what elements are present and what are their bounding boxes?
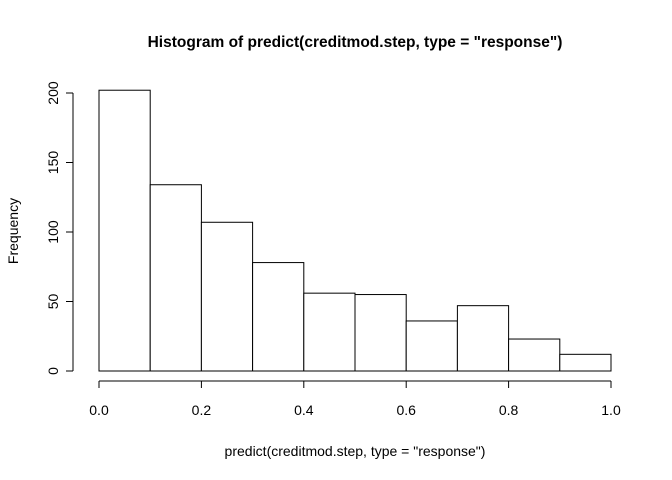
histogram-bar-6 [405,320,458,372]
x-axis: 0.0 0.2 0.4 0.6 0.8 1.0 [89,380,621,418]
histogram-bar-1 [149,184,202,372]
bars-group [98,89,612,372]
histogram-bar-4 [303,292,356,372]
x-axis-label: predict(creditmod.step, type = "response… [225,443,486,459]
histogram-bar-3 [252,262,305,372]
x-tick-label: 1.0 [601,402,621,418]
x-tick-label: 0.4 [294,402,314,418]
histogram-bar-2 [200,221,254,372]
y-tick-label: 150 [45,151,61,175]
histogram-bar-7 [456,305,510,372]
x-tick-label: 0.6 [396,402,416,418]
x-tick-label: 0.0 [89,402,109,418]
y-axis-label: Frequency [5,198,21,264]
histogram-bar-8 [508,338,561,372]
y-tick-label: 200 [45,81,61,105]
histogram-bar-9 [559,353,612,372]
y-tick-label: 0 [45,367,61,375]
y-tick-label: 100 [45,220,61,244]
y-tick-label: 50 [45,294,61,310]
x-tick-label: 0.8 [499,402,519,418]
histogram-bar-5 [354,294,407,372]
y-axis: 0 50 100 150 200 [45,81,74,375]
x-tick-label: 0.2 [192,402,212,418]
histogram-bar-0 [98,89,151,372]
chart-title: Histogram of predict(creditmod.step, typ… [148,34,563,51]
